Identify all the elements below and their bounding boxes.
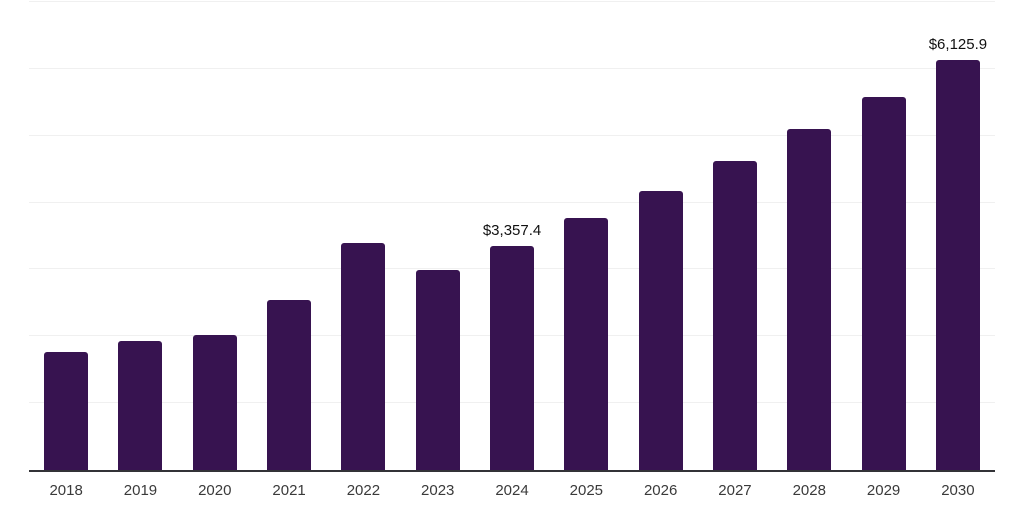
bar-group-2029: [846, 0, 920, 470]
x-tick-label-2019: 2019: [123, 482, 158, 499]
bar-2019: [118, 340, 163, 470]
x-tick-label-2018: 2018: [49, 482, 83, 499]
x-tick-label-2021: 2021: [272, 482, 306, 499]
bar-2028: [787, 129, 832, 470]
bar-group-2023: [401, 0, 475, 470]
bar-2025: [564, 218, 609, 470]
gridline-7000: [29, 1, 995, 3]
bar-group-2027: [698, 0, 772, 470]
bar-2029: [861, 97, 906, 470]
bars-container: $3,357.4 $6,125.9: [29, 0, 995, 470]
x-tick-label-2027: 2027: [718, 482, 752, 499]
bar-2026: [638, 191, 683, 470]
bar-group-2019: [103, 0, 177, 470]
bar-group-2028: [772, 0, 846, 470]
x-tick-label-2025: 2025: [569, 482, 604, 499]
bar-group-2030: $6,125.9: [921, 0, 995, 470]
bar-group-2021: [252, 0, 326, 470]
bar-2018: [44, 352, 89, 470]
bar-2023: [415, 270, 460, 470]
bar-2030: [935, 60, 980, 470]
x-tick-label-2022: 2022: [346, 482, 381, 499]
plot-area: $3,357.4 $6,125.9: [29, 0, 995, 472]
bar-2024: [490, 245, 535, 470]
x-tick-label-2023: 2023: [421, 482, 455, 499]
bar-2021: [267, 300, 312, 470]
bar-group-2018: [29, 0, 103, 470]
x-tick-label-2024: 2024: [495, 482, 529, 499]
gridline-6000: [29, 67, 995, 69]
bar-group-2024: $3,357.4: [475, 0, 549, 470]
bar-group-2026: [624, 0, 698, 470]
x-tick-label-2020: 2020: [198, 482, 232, 499]
bar-value-label-2030: $6,125.9: [928, 36, 988, 54]
bar-group-2022: [326, 0, 400, 470]
bar-group-2025: [549, 0, 623, 470]
gridline-4000: [29, 201, 995, 203]
bar-2022: [341, 243, 386, 470]
bar-value-label-2024: $3,357.4: [482, 221, 542, 239]
gridline-5000: [29, 134, 995, 136]
bar-2027: [712, 161, 757, 470]
bar-2020: [192, 334, 237, 470]
x-axis-labels: 2018 2019 2020 2021 2022 2023 2024 2025 2026 2027…: [29, 480, 995, 501]
x-tick-label-2029: 2029: [866, 482, 901, 499]
x-tick-label-2026: 2026: [643, 482, 678, 499]
bar-group-2020: [178, 0, 252, 470]
x-tick-label-2028: 2028: [792, 482, 826, 499]
x-tick-label-2030: 2030: [941, 482, 975, 499]
